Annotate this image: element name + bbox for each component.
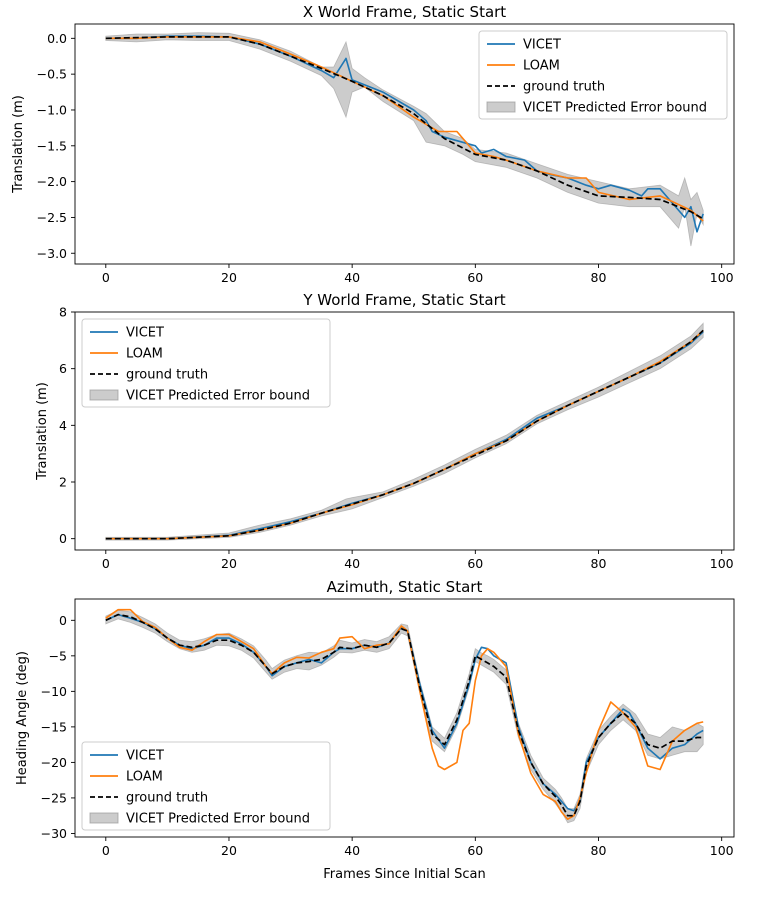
legend-swatch [486, 101, 516, 113]
y-tick-label: −1.5 [37, 138, 67, 153]
chart-title: Y World Frame, Static Start [302, 291, 505, 309]
axes-frame [74, 598, 735, 838]
x-tick-label: 40 [344, 843, 360, 858]
y-tick-label: −25 [41, 790, 67, 805]
x-tick-label: 20 [221, 843, 237, 858]
x-tick-label: 60 [467, 556, 483, 571]
legend-box [478, 30, 728, 120]
y-tick-label: −10 [41, 684, 67, 699]
legend-label: VICET [126, 749, 164, 764]
y-tick-label: −5 [49, 648, 67, 663]
series-line-ground-truth [105, 613, 704, 817]
chart-title: X World Frame, Static Start [303, 3, 506, 21]
legend-label: LOAM [126, 347, 163, 362]
legend-label: ground truth [126, 368, 208, 383]
y-world-frame-chart: 0 20 40 60 80 100 0 2 4 6 8 Y World Frame, Static S… [35, 291, 735, 571]
y-axis-label: Heading Angle (deg) [15, 651, 30, 785]
y-tick-label: −1.0 [37, 102, 67, 117]
error-bound-band [105, 32, 704, 247]
error-bound-band [105, 609, 704, 824]
legend-swatch [89, 389, 119, 401]
y-tick-label: −15 [41, 719, 67, 734]
legend: VICET LOAM ground truth VICET Predicted Err… [81, 741, 331, 831]
x-tick-label: 0 [102, 556, 110, 571]
y-axis-label: Translation (m) [35, 382, 50, 481]
legend-label: ground truth [523, 80, 605, 95]
y-tick-label: −0.5 [37, 67, 67, 82]
x-tick-label: 20 [221, 270, 237, 285]
plot-marks [105, 32, 704, 247]
axes-frame [74, 23, 735, 265]
legend-label: VICET [126, 326, 164, 341]
axes-frame [74, 311, 735, 551]
x-tick-label: 100 [710, 843, 734, 858]
y-tick-label: −30 [41, 826, 67, 841]
y-tick-label: −3.0 [37, 246, 67, 261]
chart-title: Azimuth, Static Start [327, 578, 483, 596]
legend-label: VICET Predicted Error bound [126, 812, 310, 827]
y-tick-label: −20 [41, 755, 67, 770]
error-bound-band [105, 322, 704, 541]
x-world-frame-chart: 0 20 40 60 80 100 0.0 −0.5 −1.0 −1.5 −2.0 −2.5 −3.0 X… [11, 3, 735, 285]
x-tick-label: 40 [344, 556, 360, 571]
plot-marks [105, 608, 704, 824]
y-tick-label: −2.0 [37, 174, 67, 189]
x-tick-label: 20 [221, 556, 237, 571]
legend-label: LOAM [523, 59, 560, 74]
y-tick-label: 8 [59, 305, 67, 320]
x-axis-label: Frames Since Initial Scan [323, 867, 486, 882]
legend-label: VICET Predicted Error bound [126, 389, 310, 404]
x-tick-label: 80 [591, 843, 607, 858]
x-tick-label: 60 [467, 843, 483, 858]
azimuth-chart: 0 20 40 60 80 100 0 −5 −10 −15 −20 −25 −30 Azimuth, S… [15, 578, 735, 882]
legend-box [81, 318, 331, 408]
legend: VICET LOAM ground truth VICET Predicted Err… [478, 30, 728, 120]
series-line-ground-truth [105, 329, 704, 540]
x-tick-label: 100 [710, 270, 734, 285]
x-tick-label: 80 [591, 270, 607, 285]
y-tick-label: 0.0 [47, 31, 67, 46]
legend: VICET LOAM ground truth VICET Predicted Err… [81, 318, 331, 408]
legend-label: ground truth [126, 791, 208, 806]
legend-box [81, 741, 331, 831]
y-axis-label: Translation (m) [11, 95, 26, 194]
y-tick-label: 0 [59, 613, 67, 628]
legend-label: LOAM [126, 770, 163, 785]
legend-swatch [89, 812, 119, 824]
series-line-ground-truth [105, 36, 704, 220]
y-tick-label: 2 [59, 475, 67, 490]
x-tick-label: 100 [710, 556, 734, 571]
y-tick-label: 0 [59, 531, 67, 546]
legend-label: VICET [523, 38, 561, 53]
x-tick-label: 0 [102, 843, 110, 858]
x-tick-label: 0 [102, 270, 110, 285]
y-tick-label: 6 [59, 361, 67, 376]
x-tick-label: 40 [344, 270, 360, 285]
x-tick-label: 80 [591, 556, 607, 571]
x-tick-label: 60 [467, 270, 483, 285]
y-tick-label: −2.5 [37, 210, 67, 225]
legend-label: VICET Predicted Error bound [523, 101, 707, 116]
plot-marks [105, 322, 704, 541]
y-tick-label: 4 [59, 418, 67, 433]
